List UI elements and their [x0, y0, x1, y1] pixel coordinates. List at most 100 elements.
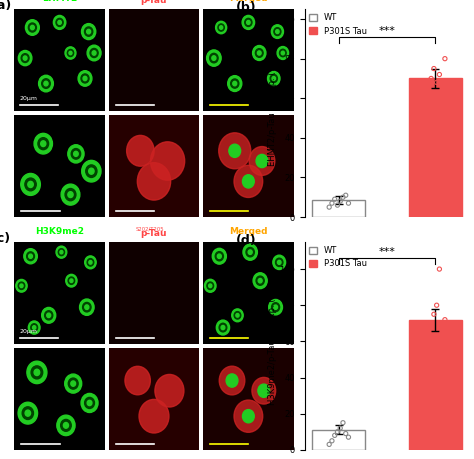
Circle shape	[219, 366, 245, 395]
Circle shape	[87, 29, 91, 34]
Circle shape	[92, 51, 96, 55]
Point	[342, 191, 349, 199]
Circle shape	[89, 168, 94, 174]
Circle shape	[69, 51, 72, 55]
Point	[334, 202, 341, 209]
Point	[436, 71, 443, 78]
Circle shape	[87, 45, 101, 61]
Point	[328, 200, 336, 207]
Circle shape	[273, 255, 286, 269]
Circle shape	[42, 79, 50, 89]
Circle shape	[256, 154, 268, 168]
Point	[438, 99, 446, 106]
Circle shape	[64, 422, 69, 428]
Circle shape	[83, 76, 87, 81]
Point	[430, 311, 438, 318]
Circle shape	[18, 402, 37, 424]
Circle shape	[212, 248, 227, 264]
Circle shape	[25, 410, 30, 416]
Point	[422, 95, 429, 102]
Circle shape	[31, 324, 37, 331]
Circle shape	[236, 313, 239, 317]
Circle shape	[155, 375, 184, 407]
Circle shape	[216, 320, 229, 335]
Circle shape	[151, 142, 185, 180]
Circle shape	[71, 149, 81, 159]
Circle shape	[219, 133, 251, 169]
Text: H3K9me2: H3K9me2	[35, 227, 84, 236]
Text: (c): (c)	[0, 232, 10, 245]
Circle shape	[229, 144, 241, 157]
Legend: WT, P301S Tau: WT, P301S Tau	[309, 246, 367, 269]
Circle shape	[18, 50, 32, 66]
Text: p-Tau: p-Tau	[141, 229, 167, 238]
Point	[436, 265, 443, 273]
Circle shape	[137, 162, 171, 200]
Circle shape	[82, 302, 91, 312]
Circle shape	[25, 178, 36, 191]
Point	[430, 65, 438, 72]
Circle shape	[33, 326, 36, 330]
Circle shape	[70, 279, 73, 282]
Point	[345, 200, 352, 207]
Circle shape	[267, 72, 280, 85]
Circle shape	[270, 74, 277, 83]
Circle shape	[216, 21, 227, 34]
Circle shape	[210, 53, 218, 63]
Circle shape	[30, 25, 34, 30]
Circle shape	[276, 30, 279, 34]
Circle shape	[57, 415, 75, 436]
Circle shape	[58, 21, 61, 24]
Point	[438, 329, 446, 336]
Circle shape	[242, 16, 255, 29]
Circle shape	[207, 282, 214, 290]
Point	[328, 437, 336, 444]
Circle shape	[24, 249, 37, 264]
Circle shape	[65, 47, 76, 59]
Text: S202/T205: S202/T205	[136, 227, 164, 232]
Circle shape	[28, 23, 36, 32]
Circle shape	[16, 280, 27, 292]
Circle shape	[71, 381, 75, 386]
Circle shape	[38, 75, 54, 92]
Point	[331, 196, 338, 203]
Circle shape	[215, 252, 223, 261]
Circle shape	[125, 366, 150, 395]
Circle shape	[58, 249, 64, 256]
Point	[433, 79, 440, 86]
Circle shape	[277, 46, 289, 60]
Circle shape	[127, 135, 154, 166]
Circle shape	[27, 252, 35, 261]
Circle shape	[234, 165, 263, 197]
Circle shape	[85, 305, 89, 309]
Circle shape	[21, 174, 40, 196]
Point	[425, 334, 432, 341]
Circle shape	[275, 258, 283, 267]
Text: (b): (b)	[236, 1, 256, 14]
Circle shape	[54, 16, 66, 29]
Y-axis label: H3K9me2/p-Tau Co-exp. (%): H3K9me2/p-Tau Co-exp. (%)	[268, 287, 277, 405]
Circle shape	[243, 175, 254, 188]
Circle shape	[44, 81, 48, 86]
Circle shape	[257, 51, 261, 55]
Circle shape	[73, 151, 78, 157]
Circle shape	[212, 56, 216, 61]
Circle shape	[249, 146, 275, 175]
Circle shape	[253, 45, 266, 61]
Point	[339, 194, 347, 201]
Circle shape	[26, 20, 39, 35]
Point	[441, 316, 449, 323]
Bar	[409, 78, 462, 217]
Circle shape	[84, 27, 93, 36]
Circle shape	[272, 302, 280, 312]
Circle shape	[21, 54, 29, 62]
Text: 20μm: 20μm	[19, 329, 37, 334]
Point	[428, 319, 435, 327]
Circle shape	[38, 138, 49, 150]
Circle shape	[231, 79, 239, 88]
Circle shape	[233, 81, 237, 86]
Circle shape	[87, 400, 92, 406]
Circle shape	[274, 28, 281, 35]
Circle shape	[67, 50, 73, 56]
Y-axis label: EHMT2/p-Tau Co-exp. (%): EHMT2/p-Tau Co-exp. (%)	[268, 60, 277, 166]
